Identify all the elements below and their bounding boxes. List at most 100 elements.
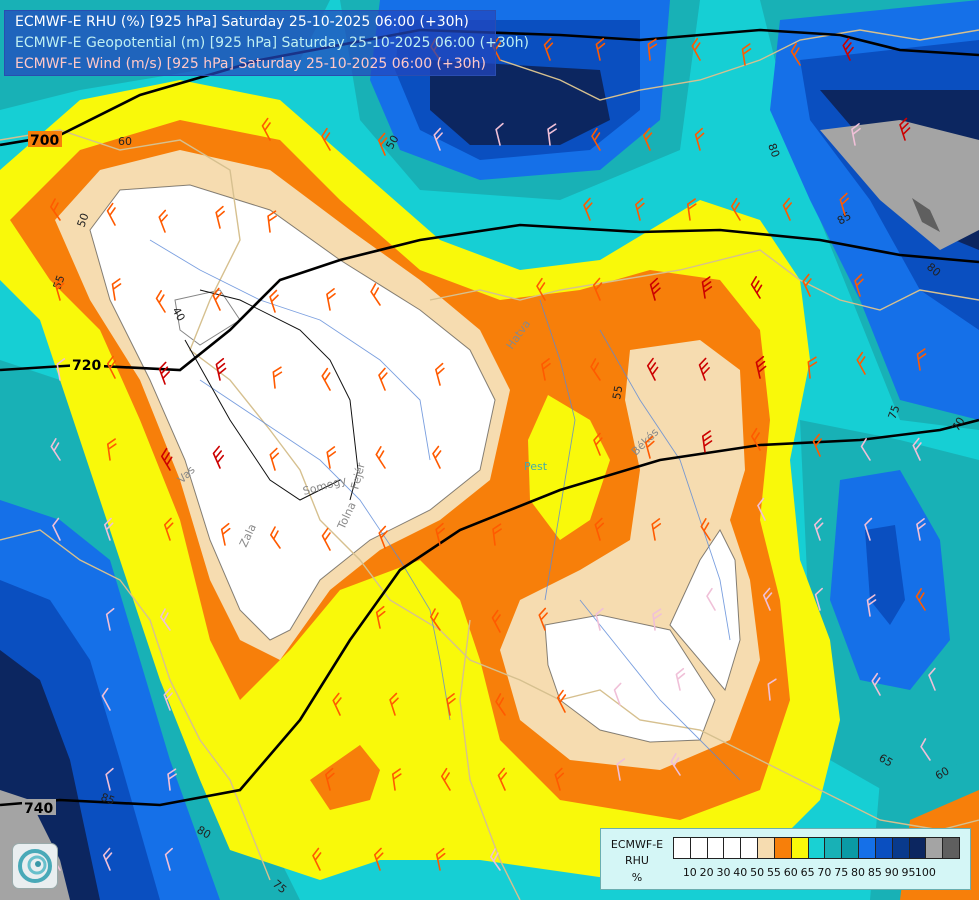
rhu-band-white-e2 xyxy=(670,530,740,690)
legend-ticks: 10 20 30 40 50 55 60 65 70 75 80 85 90 95 100 xyxy=(673,866,973,880)
wind-barb-icon xyxy=(167,768,177,791)
swirl-icon xyxy=(18,849,52,883)
wind-barb-icon xyxy=(495,693,506,716)
wind-barb-icon xyxy=(595,607,604,631)
wind-barb-icon xyxy=(912,437,922,461)
legend-tick-label: 40 xyxy=(733,866,748,879)
wind-barb-icon xyxy=(866,594,877,617)
wind-barb-icon xyxy=(272,366,283,389)
wind-barb-icon xyxy=(370,283,381,306)
wind-barb-icon xyxy=(928,667,936,691)
rhu-band-darkblue-n xyxy=(430,60,610,145)
wind-barb-icon xyxy=(433,127,443,151)
wind-barb-icon xyxy=(155,289,166,313)
title-rhu: ECMWF-E RHU (%) [925 hPa] Saturday 25-10… xyxy=(15,14,469,30)
wind-barb-icon xyxy=(391,768,402,791)
wind-barb-icon xyxy=(593,432,603,456)
legend-tick-label: 30 xyxy=(716,866,731,879)
legend-swatch xyxy=(925,837,944,859)
rhu-band-darkgray-ne xyxy=(912,198,940,232)
legend-swatch xyxy=(891,837,910,859)
contour-label: 50 xyxy=(383,133,401,152)
wind-barb-icon xyxy=(541,358,551,381)
legend-swatch xyxy=(689,837,708,859)
wind-barb-icon xyxy=(649,277,661,301)
wind-barb-icon xyxy=(312,847,322,871)
wind-barb-icon xyxy=(105,767,114,791)
legend-tick-label: 10 xyxy=(682,866,697,879)
wind-barb-icon xyxy=(616,758,626,781)
wind-barb-icon xyxy=(635,197,645,221)
wind-barb-icon xyxy=(375,605,386,629)
wind-barb-icon xyxy=(378,367,388,391)
isobar-720-label-bg xyxy=(70,356,104,372)
wind-barb-icon xyxy=(440,767,451,791)
wind-barb-icon xyxy=(492,523,502,546)
wind-barb-icon xyxy=(111,278,122,301)
wind-barb-icon xyxy=(595,37,606,61)
legend-tick-label: 70 xyxy=(817,866,832,879)
rivers xyxy=(149,239,741,781)
wind-barb-icon xyxy=(851,123,861,146)
title-wind: ECMWF-E Wind (m/s) [925 hPa] Saturday 25… xyxy=(15,56,486,72)
wind-barb-icon xyxy=(495,122,504,146)
isobar-720 xyxy=(0,223,979,372)
wind-barb-icon xyxy=(378,525,388,549)
wind-barb-icon xyxy=(220,522,231,546)
wind-barb-icon xyxy=(807,356,818,379)
wind-barb-icon xyxy=(269,289,279,313)
wind-barb-icon xyxy=(691,37,701,61)
wind-barb-icon xyxy=(158,209,168,233)
legend-swatch xyxy=(858,837,876,859)
legend-swatch xyxy=(673,837,691,859)
wind-barb-icon xyxy=(591,127,601,151)
wind-barb-icon xyxy=(106,355,117,379)
wind-barb-icon xyxy=(56,358,66,381)
wind-barb-icon xyxy=(871,672,881,696)
legend-unit-label: % xyxy=(631,871,643,884)
legend-tick-label: 85 xyxy=(867,866,882,879)
wind-barb-icon xyxy=(321,367,331,391)
title-box: ECMWF-E RHU (%) [925 hPa] Saturday 25-10… xyxy=(4,10,529,76)
wind-barb-icon xyxy=(158,361,170,385)
wind-barb-icon xyxy=(430,608,441,631)
legend-swatch xyxy=(773,837,792,859)
wind-barb-icon xyxy=(321,127,331,151)
legend-swatches xyxy=(673,837,961,859)
wind-barb-icon xyxy=(269,447,280,471)
contour-label: 60 xyxy=(933,764,952,782)
wind-barb-icon xyxy=(813,517,824,541)
wind-barb-icon xyxy=(102,847,113,871)
title-geopotential: ECMWF-E Geopotential (m) [925 hPa] Satur… xyxy=(15,35,530,51)
legend-variable-label: RHU xyxy=(625,854,649,867)
wind-barb-icon xyxy=(590,358,601,381)
rhu-band-yellow-pest xyxy=(528,395,610,540)
wind-barb-icon xyxy=(915,587,926,611)
wind-barb-icon xyxy=(435,362,445,386)
wind-barb-icon xyxy=(432,445,442,469)
legend-swatch xyxy=(790,837,809,859)
wind-barb-icon xyxy=(160,608,171,631)
wind-barb-icon xyxy=(642,127,653,151)
wind-barbs xyxy=(50,37,936,871)
wind-barb-icon xyxy=(651,518,662,541)
rhu-legend: ECMWF-E RHU % 10 20 30 40 50 55 60 65 70 75 80 85 90… xyxy=(600,828,971,890)
wind-barb-icon xyxy=(814,587,823,611)
rhu-band-gray-ne xyxy=(820,120,979,250)
contour-label: 85 xyxy=(835,209,854,227)
borders xyxy=(0,29,979,900)
admin-lines xyxy=(184,289,359,501)
wind-barb-icon xyxy=(860,437,871,461)
wind-barb-icon xyxy=(675,667,686,691)
contour-label: 85 xyxy=(99,791,117,808)
contour-label: 60 xyxy=(118,135,132,148)
isobar-720-label: 720 xyxy=(72,358,101,374)
wind-barb-icon xyxy=(741,43,752,66)
wind-barb-icon xyxy=(50,198,61,221)
legend-tick-label: 20 xyxy=(699,866,714,879)
wind-barb-icon xyxy=(101,687,111,711)
wind-barb-icon xyxy=(106,438,117,461)
wind-barb-icon xyxy=(645,435,655,459)
legend-swatch xyxy=(706,837,725,859)
isobar-700-label: 700 xyxy=(30,133,59,149)
